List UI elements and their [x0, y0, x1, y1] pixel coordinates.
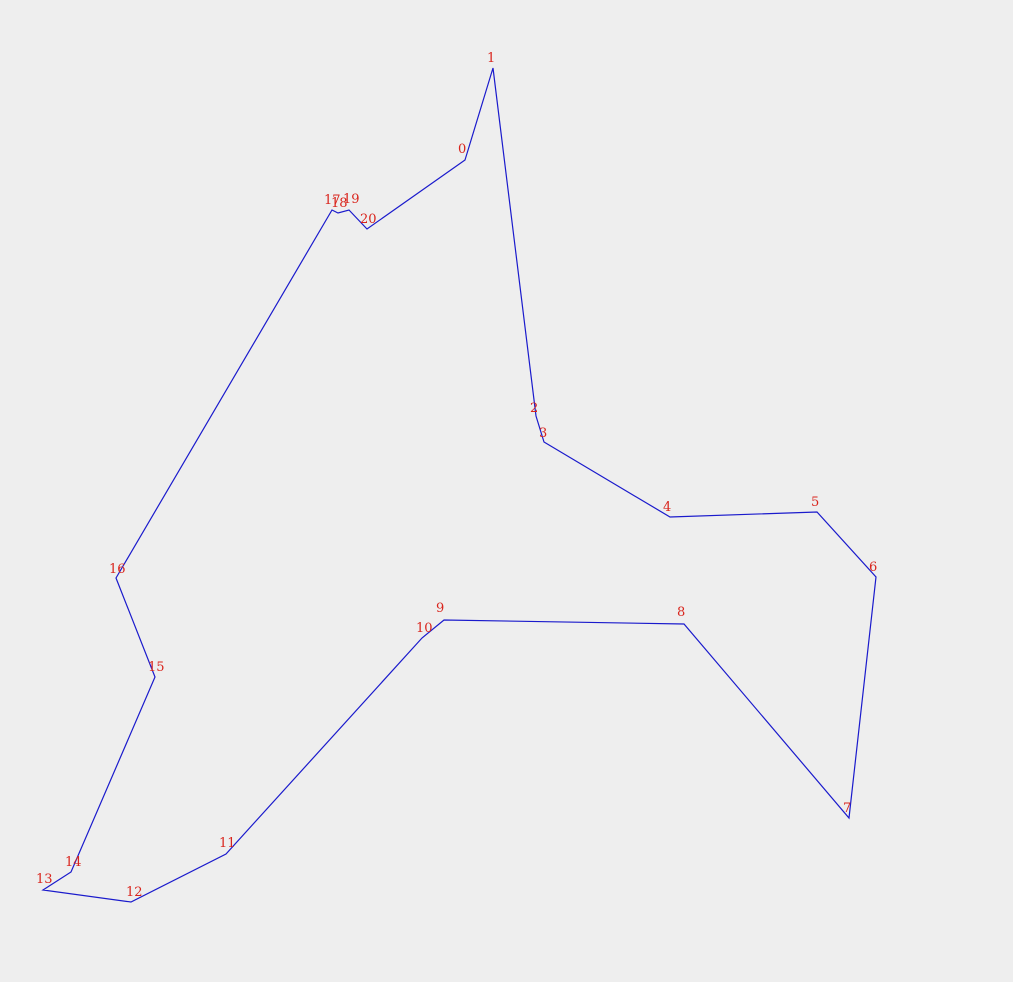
vertex-label-0: 0 [458, 142, 466, 157]
vertex-label-10: 10 [416, 621, 433, 636]
vertex-label-7: 7 [843, 801, 851, 816]
vertex-label-4: 4 [663, 500, 671, 515]
vertex-label-6: 6 [869, 560, 877, 575]
vertex-label-1: 1 [487, 51, 495, 66]
vertex-label-12: 12 [126, 885, 143, 900]
vertex-label-3: 3 [539, 426, 547, 441]
vertex-label-5: 5 [811, 495, 819, 510]
vertex-label-16: 16 [109, 562, 126, 577]
vertex-label-17: 17 [324, 193, 341, 208]
vertex-label-8: 8 [677, 605, 685, 620]
vertex-label-18: 18 [331, 196, 348, 211]
vertex-label-15: 15 [148, 660, 165, 675]
vertex-label-19: 19 [343, 192, 360, 207]
vertex-label-2: 2 [530, 401, 538, 416]
vertex-label-13: 13 [36, 872, 53, 887]
vertex-label-14: 14 [65, 855, 82, 870]
vertex-label-11: 11 [219, 836, 236, 851]
polygon-outline [41, 67, 877, 903]
vertex-label-9: 9 [436, 601, 444, 616]
vertex-label-20: 20 [360, 212, 377, 227]
